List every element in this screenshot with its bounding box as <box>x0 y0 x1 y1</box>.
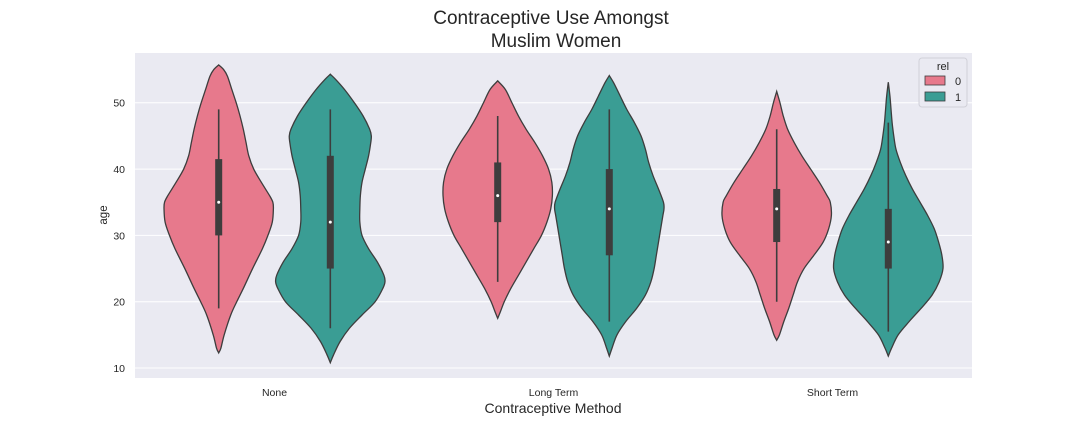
x-axis-ticks: None Long Term Short Term <box>262 387 858 399</box>
iqr-box <box>215 159 223 236</box>
violin-none-rel-1 <box>274 73 386 365</box>
violin-long-term-rel-1 <box>553 74 665 359</box>
legend: rel 0 1 <box>918 57 968 108</box>
iqr-box <box>494 162 502 223</box>
violin-short-term-rel-1 <box>832 82 944 358</box>
violin-short-term-rel-0 <box>721 89 833 342</box>
iqr-box <box>773 188 781 243</box>
plot-area <box>135 53 972 378</box>
chart-title-line-1: Contraceptive Use Amongst <box>433 8 669 29</box>
iqr-box <box>605 169 613 256</box>
median-point <box>217 200 221 204</box>
median-point <box>775 207 779 211</box>
median-point <box>496 194 500 198</box>
legend-swatch <box>924 91 946 102</box>
legend-entry-label: 0 <box>955 76 961 88</box>
iqr-box <box>884 208 892 269</box>
x-tick-label: Short Term <box>807 387 858 399</box>
median-point <box>328 220 332 224</box>
x-tick-label: None <box>262 387 287 399</box>
legend-entry-label: 1 <box>955 92 961 104</box>
y-tick-label: 50 <box>113 98 125 110</box>
gridlines <box>135 102 972 369</box>
x-tick-label: Long Term <box>529 387 579 399</box>
iqr-box <box>326 155 334 269</box>
violins <box>163 64 944 365</box>
y-axis-label: age <box>98 205 110 224</box>
x-axis-label: Contraceptive Method <box>485 400 622 416</box>
chart-title-line-2: Muslim Women <box>491 31 622 52</box>
y-axis-ticks: 10 20 30 40 50 <box>113 98 125 375</box>
y-tick-label: 10 <box>113 363 125 375</box>
chart-title: Contraceptive Use Amongst Muslim Women <box>433 8 669 52</box>
y-tick-label: 30 <box>113 230 125 242</box>
legend-swatch <box>924 75 946 86</box>
violin-long-term-rel-0 <box>442 79 554 321</box>
median-point <box>886 240 890 244</box>
legend-title: rel <box>937 61 949 73</box>
violin-none-rel-0 <box>163 64 275 355</box>
y-tick-label: 40 <box>113 164 125 176</box>
median-point <box>607 207 611 211</box>
y-tick-label: 20 <box>113 297 125 309</box>
